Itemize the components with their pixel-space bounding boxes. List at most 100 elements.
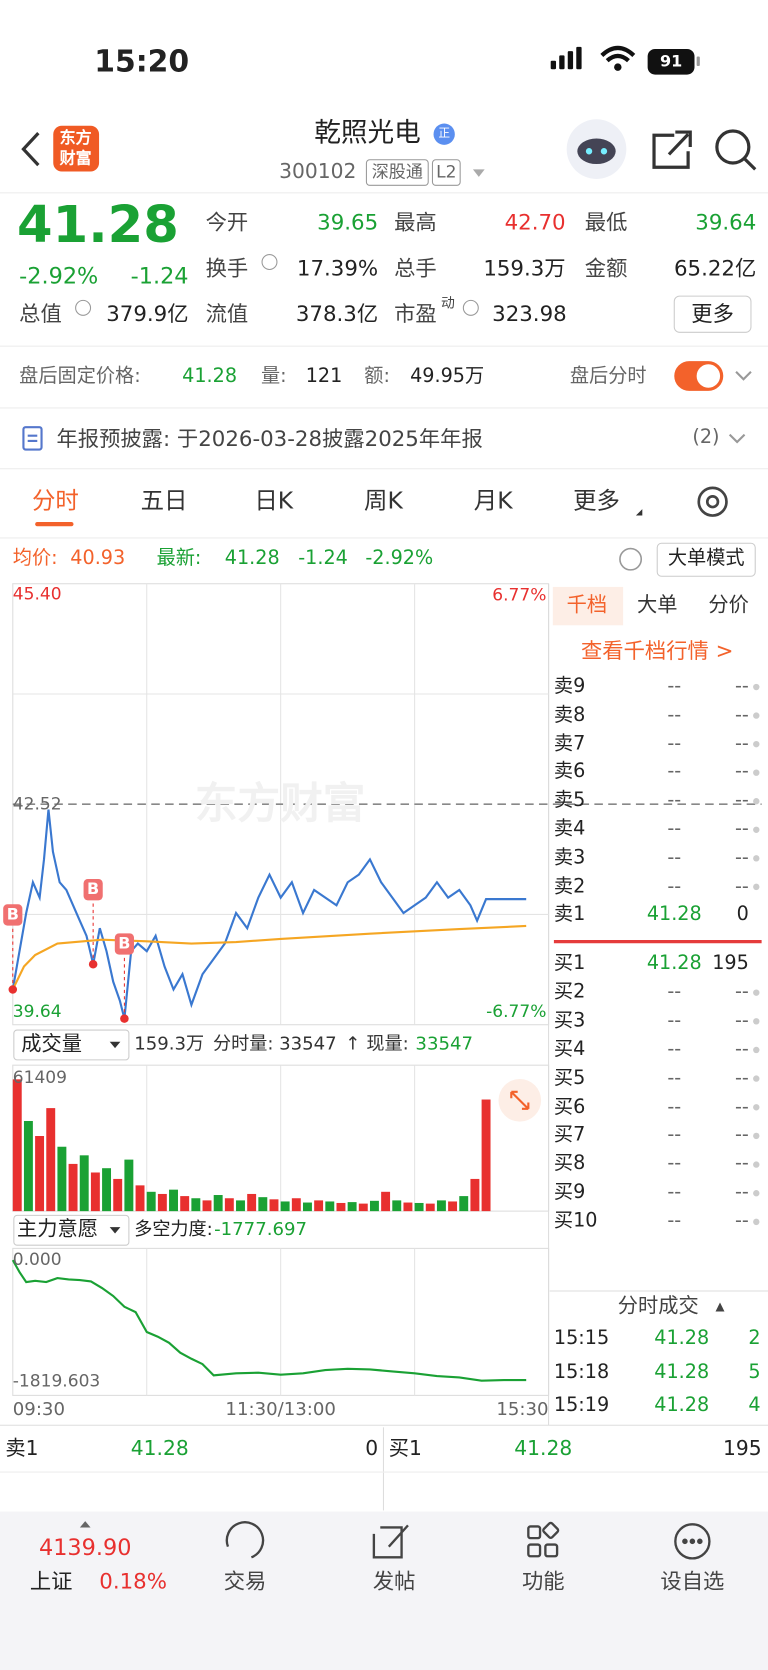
book-label: 买10 [553, 1209, 598, 1233]
volume-period-label: 分时量: [213, 1033, 274, 1055]
post-icon[interactable] [372, 1524, 409, 1559]
book-label: 买5 [553, 1066, 586, 1089]
tab[interactable]: 日K [254, 488, 294, 515]
dropdown-icon[interactable] [635, 509, 643, 516]
index-change[interactable]: 0.18% [99, 1568, 167, 1595]
tab[interactable]: 周K [364, 488, 403, 515]
back-icon[interactable] [21, 132, 40, 167]
book-dot [753, 1218, 760, 1226]
trades-arrow: ▲ [715, 1299, 725, 1314]
nav-item[interactable]: 功能 [521, 1568, 565, 1595]
settings-icon[interactable] [697, 486, 728, 517]
tab[interactable]: 分时 [31, 488, 79, 515]
mode-button[interactable] [656, 542, 756, 577]
field-value: 379.9亿 [106, 300, 189, 327]
book-volume: -- [734, 1095, 749, 1118]
more-button[interactable] [673, 295, 752, 333]
book-price: -- [667, 846, 682, 869]
book-label: 卖7 [553, 732, 586, 755]
info-latest: 41.28 [224, 547, 280, 570]
book-dot [753, 769, 760, 776]
book-volume: -- [734, 846, 749, 869]
nav-item[interactable]: 发帖 [372, 1568, 416, 1595]
marker-dot [8, 985, 18, 994]
field-label: 最高 [394, 209, 437, 235]
x-tick-label: 15:30 [496, 1398, 549, 1421]
field-value: 39.64 [695, 209, 757, 235]
book-label: 卖9 [553, 674, 586, 698]
book-link[interactable]: 查看千档行情 > [580, 637, 734, 664]
chevron[interactable] [728, 433, 746, 444]
dropdown-box[interactable] [13, 1214, 130, 1246]
bar [314, 1200, 324, 1212]
dropdown-icon[interactable] [472, 169, 485, 177]
marker-label: B [6, 904, 19, 924]
bar-volume: 0 [365, 1437, 379, 1461]
info-icon [261, 254, 278, 271]
trade-price: 41.28 [654, 1326, 710, 1350]
tab[interactable]: 月K [473, 488, 513, 515]
y-tick-label: 39.64 [12, 1001, 62, 1022]
book-volume: -- [734, 703, 749, 726]
chevron[interactable] [735, 370, 752, 381]
bar [448, 1201, 458, 1212]
tab[interactable]: 五日 [140, 488, 188, 515]
book-volume: -- [734, 760, 749, 783]
bar [481, 1099, 491, 1212]
index-name[interactable]: 上证 [29, 1568, 73, 1595]
field-label: 总手 [394, 255, 437, 281]
notice-icon [22, 426, 43, 451]
book-price: -- [667, 1009, 682, 1032]
book-tab[interactable]: 大单 [636, 593, 678, 617]
bar [113, 1178, 123, 1212]
book-label: 卖4 [553, 817, 586, 841]
nav-item[interactable]: 交易 [223, 1568, 267, 1595]
bar [169, 1189, 178, 1212]
help-icon[interactable] [619, 547, 643, 571]
mode-button[interactable]: 大单模式 [667, 547, 745, 570]
book-dot [753, 683, 760, 691]
bar-price: 41.28 [514, 1437, 573, 1461]
after-hours-amount: 49.95万 [410, 364, 485, 388]
nav-item[interactable]: 设自选 [660, 1568, 725, 1595]
status-icons [550, 45, 700, 75]
book-dot [753, 1190, 760, 1197]
dropdown-box[interactable] [13, 1029, 130, 1061]
bar [347, 1202, 357, 1212]
search-icon[interactable] [715, 129, 757, 171]
chart-title[interactable]: 成交量 [21, 1032, 83, 1056]
index-value[interactable]: 4139.90 [38, 1534, 132, 1561]
book-dot [753, 1046, 760, 1054]
book-tab[interactable]: 千档 [566, 593, 608, 617]
bar-price: 41.28 [130, 1437, 189, 1461]
tab[interactable]: 更多 [573, 488, 620, 515]
dropdown-icon [109, 1041, 121, 1049]
book-volume: -- [734, 1009, 749, 1032]
book-label: 买1 [553, 951, 586, 975]
trade-icon[interactable] [225, 1521, 265, 1559]
book-price: -- [667, 789, 682, 812]
chart-title[interactable]: 主力意愿 [17, 1217, 99, 1242]
tag-box [365, 159, 429, 186]
bar [12, 1079, 22, 1212]
share-icon[interactable] [652, 130, 692, 169]
book-dot [753, 712, 760, 719]
info-latest-label: 最新: [156, 547, 202, 570]
bar [224, 1198, 234, 1212]
book-price: -- [667, 732, 682, 755]
nav-bar [0, 1511, 768, 1670]
change-pct: -2.92% [19, 263, 99, 289]
field-label: 市盈 [394, 300, 437, 327]
marker-dot [120, 1014, 129, 1023]
notice-count[interactable]: (2) [692, 425, 720, 449]
book-volume: -- [734, 1152, 749, 1175]
book-label: 买2 [553, 980, 586, 1003]
watchlist-icon[interactable] [674, 1523, 711, 1560]
more-button[interactable]: 更多 [691, 300, 734, 327]
function-icon[interactable] [527, 1521, 560, 1558]
book-tab[interactable]: 分价 [708, 593, 749, 617]
price: 41.28 [17, 195, 179, 256]
book-price: -- [667, 817, 682, 841]
bar [325, 1201, 335, 1212]
book-volume: -- [734, 732, 749, 755]
